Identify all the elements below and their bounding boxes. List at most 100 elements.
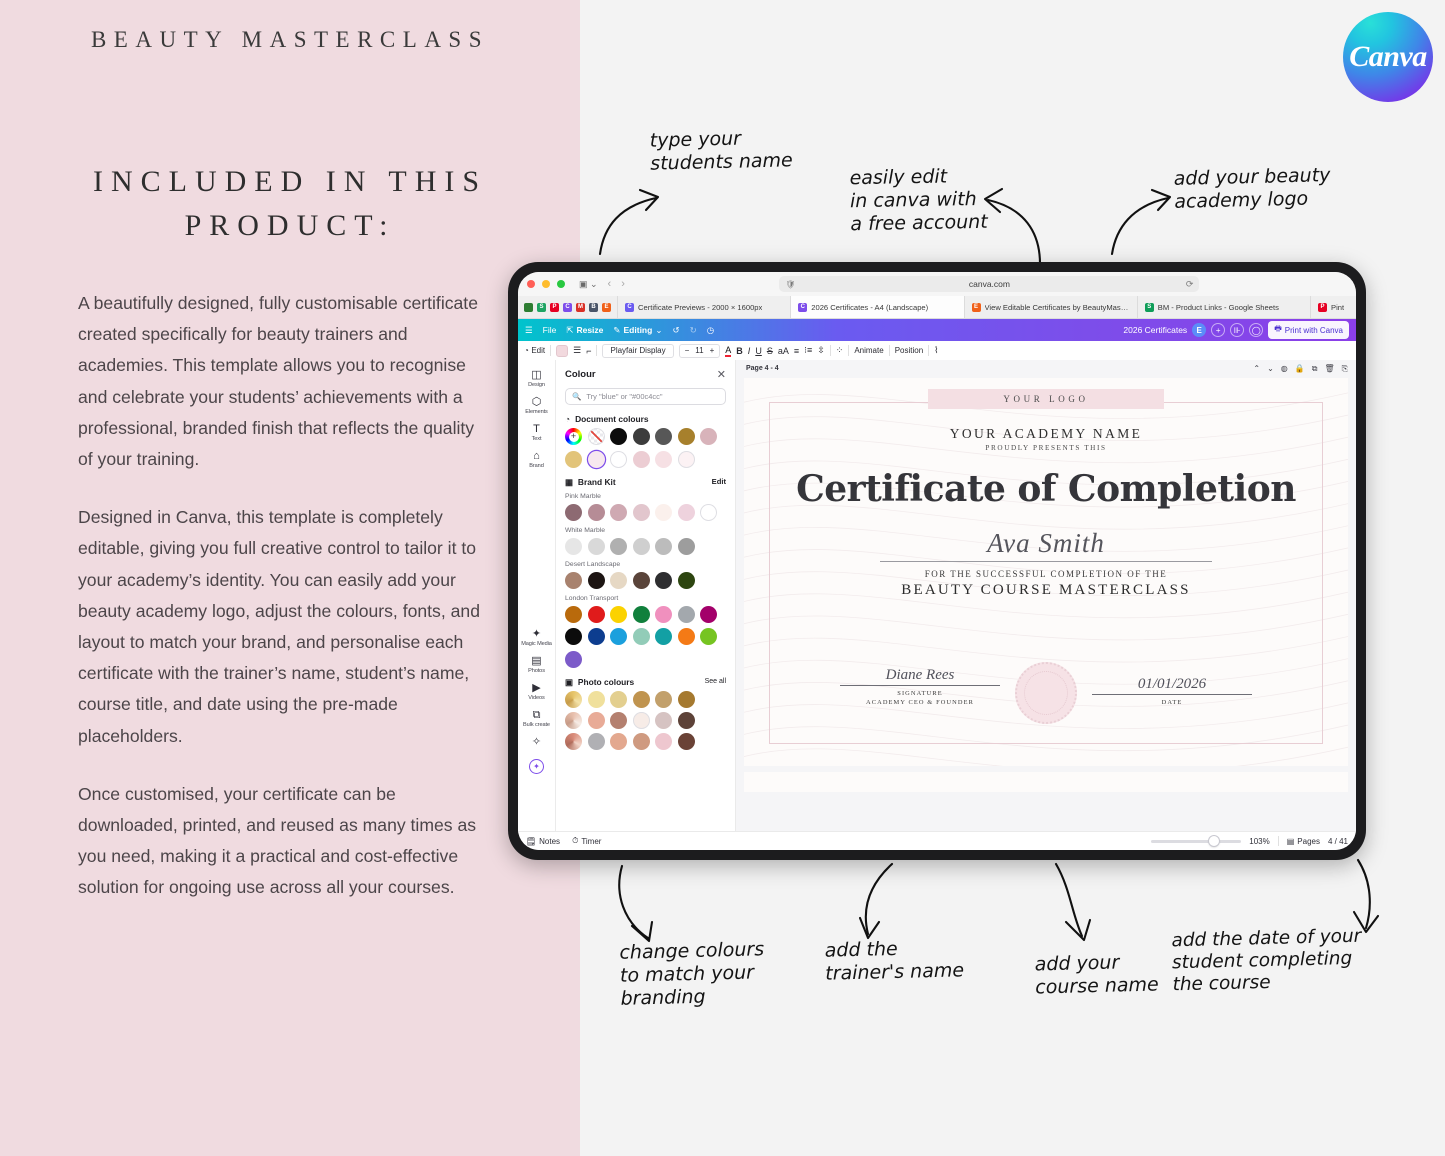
for-the-completion-text[interactable]: FOR THE SUCCESSFUL COMPLETION OF THE <box>924 569 1168 579</box>
strikethrough-icon[interactable]: S <box>766 345 773 356</box>
favicon[interactable] <box>524 302 533 312</box>
signature-block[interactable]: Diane Rees SIGNATURE ACADEMY CEO & FOUND… <box>840 667 1000 708</box>
signature-name[interactable]: Diane Rees <box>885 666 955 683</box>
colour-swatch[interactable] <box>655 571 672 589</box>
cloud-check-icon[interactable]: ◷ <box>706 324 715 335</box>
colour-swatch[interactable] <box>632 428 650 445</box>
font-colour-icon[interactable]: A <box>725 344 732 357</box>
colour-swatch[interactable] <box>677 428 695 445</box>
photo-colours-see-all[interactable]: See all <box>704 678 726 685</box>
undo-icon[interactable]: ↺ <box>672 324 680 335</box>
zoom-slider-handle[interactable] <box>1209 836 1220 846</box>
colour-swatch[interactable] <box>655 428 672 445</box>
no-colour-swatch[interactable] <box>587 428 605 445</box>
timer-button[interactable]: ⏱ Timer <box>572 836 601 846</box>
colour-swatch[interactable] <box>655 450 672 468</box>
colour-swatch[interactable] <box>655 628 672 645</box>
proudly-presents-text[interactable]: PROUDLY PRESENTS THIS <box>985 444 1107 452</box>
colour-swatch[interactable] <box>565 571 582 589</box>
colour-swatch[interactable] <box>632 732 650 750</box>
date-block[interactable]: 01/01/2026 DATE <box>1092 676 1252 708</box>
resize-button[interactable]: ⇱ Resize <box>566 324 604 336</box>
certificate-artboard[interactable]: YOUR LOGO YOUR ACADEMY NAME PROUDLY PRES… <box>744 378 1348 766</box>
colour-swatch[interactable] <box>655 732 672 750</box>
colour-swatch[interactable] <box>655 690 672 708</box>
sidebar-item-text[interactable]: T Text <box>519 420 555 446</box>
colour-picker-swatch[interactable]: + <box>565 428 582 445</box>
add-page-icon[interactable]: ⎘ <box>1341 364 1348 373</box>
close-window-button[interactable] <box>527 280 535 288</box>
text-align-icon[interactable]: ≡ <box>793 345 800 356</box>
colour-swatch[interactable] <box>655 605 672 623</box>
duplicate-icon[interactable]: ⧉ <box>1311 364 1318 373</box>
decrease-font-size[interactable]: − <box>684 346 690 355</box>
favicon[interactable]: S <box>537 302 546 312</box>
notes-button[interactable]: 🗒 Notes <box>526 837 560 846</box>
photo-thumbnail[interactable] <box>565 690 582 708</box>
browser-tab-active[interactable]: C 2026 Certificates - A4 (Landscape) <box>790 296 964 318</box>
academy-name-text[interactable]: YOUR ACADEMY NAME <box>949 426 1143 441</box>
insights-icon[interactable]: ⊪ <box>1230 323 1245 337</box>
sidebar-toggle-icon[interactable]: ▣ ⌄ <box>579 278 598 289</box>
browser-tab[interactable]: P Pint <box>1310 296 1356 318</box>
font-size-value[interactable]: 11 <box>695 346 704 355</box>
colour-swatch[interactable] <box>587 571 605 589</box>
minimize-window-button[interactable] <box>542 280 550 288</box>
reload-icon[interactable]: ⟳ <box>1185 278 1194 289</box>
colour-swatch[interactable] <box>677 450 695 468</box>
next-page-artboard[interactable] <box>744 772 1348 792</box>
colour-swatch[interactable] <box>587 605 605 623</box>
add-member-button[interactable]: + <box>1211 323 1226 337</box>
colour-swatch[interactable] <box>610 605 627 623</box>
sidebar-item-videos[interactable]: ▶ Videos <box>519 679 555 705</box>
chevron-down-icon[interactable]: ⌄ <box>1267 364 1274 373</box>
colour-swatch[interactable] <box>610 503 627 521</box>
favicon[interactable]: P <box>550 302 559 312</box>
colour-swatch[interactable] <box>677 711 695 729</box>
font-size-stepper[interactable]: − 11 + <box>678 343 721 358</box>
colour-swatch[interactable] <box>610 537 627 555</box>
colour-swatch[interactable] <box>632 711 650 729</box>
colour-swatch[interactable] <box>565 650 582 668</box>
colour-swatch[interactable] <box>587 711 605 729</box>
brand-kit-edit-button[interactable]: Edit <box>711 477 726 486</box>
chevron-up-icon[interactable]: ⌃ <box>1253 364 1261 373</box>
student-name-text[interactable]: Ava Smith <box>987 528 1105 558</box>
sidebar-item-photos[interactable]: ▤ Photos <box>519 652 555 678</box>
address-bar[interactable]: 🛡 canva.com ⟳ <box>779 276 1200 292</box>
colour-swatch[interactable] <box>700 628 717 645</box>
colour-swatch[interactable] <box>632 571 650 589</box>
favicon[interactable]: C <box>563 302 572 312</box>
photo-thumbnail[interactable] <box>565 711 582 729</box>
browser-tab[interactable]: C Certificate Previews - 2000 × 1600px <box>617 296 791 318</box>
sidebar-item-magic-media[interactable]: ✦ Magic Media <box>519 625 555 651</box>
colour-swatch[interactable] <box>677 628 695 645</box>
redo-icon[interactable]: ↻ <box>689 324 697 335</box>
colour-swatch[interactable] <box>610 732 627 750</box>
colour-swatch[interactable] <box>587 537 605 555</box>
favicon[interactable]: M <box>576 302 585 312</box>
italic-icon[interactable]: I <box>747 345 751 356</box>
colour-swatch[interactable] <box>565 503 582 521</box>
colour-swatch[interactable] <box>655 537 672 555</box>
lock-icon[interactable]: 🔒 <box>1294 364 1305 373</box>
delete-icon[interactable]: 🗑 <box>1324 364 1335 373</box>
bullet-list-icon[interactable]: ⁝≡ <box>804 345 813 355</box>
colour-swatch[interactable] <box>587 732 605 750</box>
align-icon[interactable]: ☰ <box>573 345 582 355</box>
back-icon[interactable]: ‹ <box>607 278 612 290</box>
colour-search-input[interactable]: 🔍 Try "blue" or "#00c4cc" <box>565 388 726 405</box>
magic-assistant-icon[interactable]: ✦ <box>529 759 544 774</box>
curve-text-icon[interactable]: ⌐ <box>586 345 592 356</box>
zoom-level[interactable]: 103% <box>1249 836 1270 846</box>
colour-swatch[interactable] <box>632 628 650 645</box>
colour-swatch[interactable] <box>565 605 582 623</box>
colour-swatch[interactable] <box>610 450 627 468</box>
print-with-canva-button[interactable]: 🖶 Print with Canva <box>1268 321 1349 339</box>
colour-swatch[interactable] <box>632 690 650 708</box>
photo-thumbnail[interactable] <box>565 732 582 750</box>
animate-button[interactable]: Animate <box>854 346 884 355</box>
increase-font-size[interactable]: + <box>709 346 715 355</box>
colour-swatch[interactable] <box>587 690 605 708</box>
colour-swatch[interactable] <box>565 628 582 645</box>
